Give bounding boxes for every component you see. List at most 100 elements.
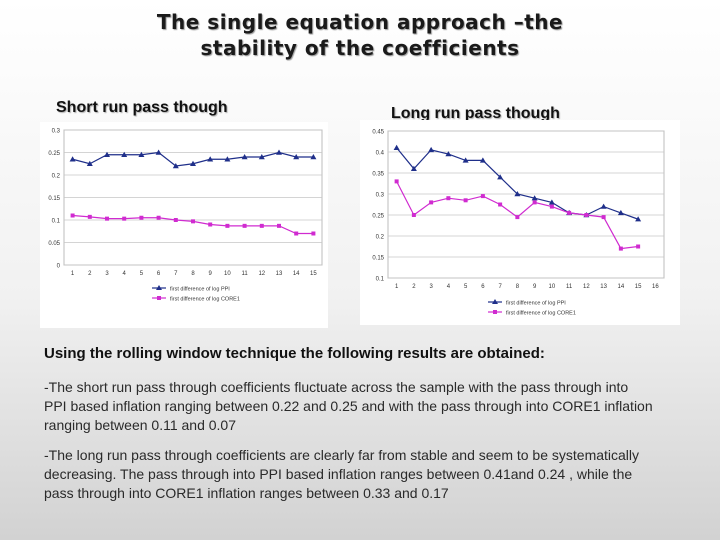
y-tick-label: 0.2	[376, 235, 385, 241]
y-tick-label: 0.45	[372, 130, 384, 136]
data-point	[121, 151, 128, 157]
data-point	[393, 144, 400, 150]
data-point	[446, 196, 451, 201]
x-tick-label: 9	[533, 284, 537, 290]
x-tick-label: 7	[498, 284, 502, 290]
data-point	[601, 215, 606, 220]
x-tick-label: 11	[241, 271, 248, 277]
data-point	[515, 215, 520, 220]
data-point	[463, 198, 468, 203]
y-tick-label: 0	[57, 264, 61, 270]
x-tick-label: 13	[276, 271, 283, 277]
data-point	[498, 202, 503, 207]
x-tick-label: 15	[310, 271, 317, 277]
title-line-2: stability of the coefficients	[200, 36, 520, 60]
x-tick-label: 7	[174, 271, 178, 277]
data-point	[617, 209, 624, 216]
data-point	[173, 218, 178, 222]
data-point	[172, 163, 179, 169]
x-tick-label: 13	[600, 284, 607, 290]
x-tick-label: 12	[258, 271, 265, 277]
short-run-chart: 0 0.05 0.1 0.15 0.2 0.25 0.3 1 2 3 4 5 6 7 8 9 10 11 12 13 1…	[40, 122, 328, 328]
x-tick-label: 6	[481, 284, 485, 290]
data-point	[600, 203, 607, 209]
data-point	[105, 216, 109, 221]
x-tick-label: 6	[157, 271, 161, 277]
data-point	[224, 156, 231, 162]
legend-marker	[493, 310, 497, 314]
data-point	[258, 154, 265, 160]
data-point	[155, 149, 162, 155]
x-tick-label: 5	[464, 284, 468, 290]
short-run-paragraph: -The short run pass through coefficients…	[44, 379, 653, 433]
data-point	[225, 223, 230, 228]
legend-label: first difference of log CORE1	[170, 297, 240, 303]
data-point	[104, 151, 110, 157]
data-point	[635, 216, 642, 222]
x-tick-label: 14	[293, 271, 300, 277]
data-point	[242, 223, 247, 228]
data-point	[86, 160, 93, 166]
data-point	[208, 222, 213, 227]
data-point	[479, 157, 486, 163]
data-point	[310, 154, 317, 160]
y-tick-label: 0.15	[48, 196, 60, 202]
data-point	[480, 194, 485, 199]
y-tick-label: 0.4	[376, 151, 385, 157]
data-point	[532, 200, 537, 205]
data-point	[69, 156, 76, 162]
x-tick-label: 2	[412, 284, 416, 290]
x-tick-label: 2	[88, 271, 92, 277]
x-tick-label: 10	[549, 284, 556, 290]
y-tick-label: 0.15	[372, 256, 384, 262]
legend-marker	[156, 285, 162, 290]
data-point	[122, 216, 127, 221]
x-tick-label: 1	[395, 284, 399, 290]
data-point	[410, 165, 417, 171]
legend-label: first difference of log PPI	[506, 301, 566, 307]
data-point	[584, 213, 589, 217]
x-tick-label: 9	[209, 271, 213, 277]
data-point	[191, 219, 195, 224]
legend-label: first difference of log CORE1	[506, 311, 576, 317]
slide-title: The single equation approach –the stabil…	[0, 9, 720, 61]
x-tick-label: 16	[652, 284, 659, 290]
data-point	[70, 213, 75, 218]
y-tick-label: 0.2	[52, 174, 61, 180]
x-tick-label: 4	[447, 284, 451, 290]
x-tick-label: 3	[429, 284, 433, 290]
x-tick-label: 12	[583, 284, 590, 290]
x-tick-label: 8	[191, 271, 195, 277]
y-tick-label: 0.25	[372, 214, 384, 220]
data-point	[429, 200, 434, 205]
short-run-chart-label: Short run pass though	[56, 99, 228, 116]
legend-marker	[157, 296, 161, 300]
data-point	[277, 223, 281, 228]
data-point	[293, 154, 300, 160]
x-tick-label: 1	[71, 271, 75, 277]
plot-area	[387, 130, 665, 279]
long-run-paragraph: -The long run pass through coefficients …	[44, 447, 640, 501]
legend-marker	[492, 299, 498, 304]
short-run-chart-svg: 00.050.10.150.20.250.31 2 3 4 5 6 7 8 9 10 11 12 13 1…	[48, 129, 323, 303]
data-point	[394, 179, 399, 184]
x-tick-label: 10	[224, 271, 231, 277]
y-tick-label: 0.3	[52, 129, 61, 135]
y-tick-label: 0.3	[376, 193, 385, 199]
long-run-chart-svg: 0.10.150.20.250.30.350.40.451 2 3 4 5 6 7 8 9 10 1…	[372, 130, 665, 317]
data-point	[190, 160, 196, 166]
data-point	[618, 246, 623, 251]
data-point	[139, 215, 144, 220]
data-point	[241, 154, 248, 160]
y-tick-label: 0.1	[52, 219, 61, 225]
x-tick-label: 14	[618, 284, 625, 290]
data-point	[531, 195, 538, 201]
long-run-chart: 0.1 0.15 0.2 0.25 0.3 0.35 0.4 0.45 1 2 3 4 5 6 7 8 9 10 1…	[360, 120, 680, 325]
data-point	[276, 149, 282, 155]
data-point	[259, 223, 264, 228]
long-run-chart-label: Long run pass though	[391, 105, 560, 122]
data-point	[138, 151, 145, 157]
data-point	[549, 204, 554, 209]
data-point	[207, 156, 214, 162]
data-point	[462, 157, 469, 163]
